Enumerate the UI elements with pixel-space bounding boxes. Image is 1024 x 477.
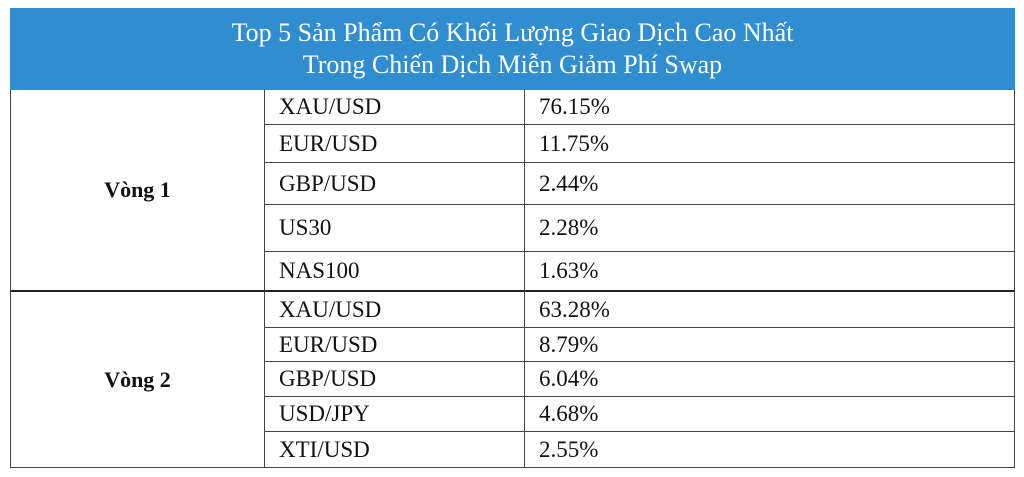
share-cell: 63.28% (525, 292, 1015, 328)
share-cell: 2.44% (525, 163, 1015, 205)
product-cell: XTI/USD (265, 432, 525, 468)
group-label: Vòng 1 (10, 90, 265, 292)
header-line: Top 5 Sản Phẩm Có Khối Lượng Giao Dịch C… (231, 18, 794, 47)
share-cell: 11.75% (525, 125, 1015, 163)
share-cell: 6.04% (525, 362, 1015, 397)
share-cell: 2.28% (525, 205, 1015, 252)
group-label: Vòng 2 (10, 292, 265, 468)
product-cell: XAU/USD (265, 292, 525, 328)
share-cell: 1.63% (525, 252, 1015, 292)
product-cell: GBP/USD (265, 163, 525, 205)
share-cell: 2.55% (525, 432, 1015, 468)
product-cell: US30 (265, 205, 525, 252)
product-cell: GBP/USD (265, 362, 525, 397)
share-cell: 76.15% (525, 90, 1015, 125)
header-line: Trong Chiến Dịch Miễn Giảm Phí Swap (302, 50, 723, 79)
product-cell: NAS100 (265, 252, 525, 292)
share-cell: 4.68% (525, 397, 1015, 432)
product-cell: XAU/USD (265, 90, 525, 125)
product-cell: USD/JPY (265, 397, 525, 432)
product-cell: EUR/USD (265, 328, 525, 362)
table-header: Top 5 Sản Phẩm Có Khối Lượng Giao Dịch C… (10, 8, 1015, 90)
product-cell: EUR/USD (265, 125, 525, 163)
share-cell: 8.79% (525, 328, 1015, 362)
